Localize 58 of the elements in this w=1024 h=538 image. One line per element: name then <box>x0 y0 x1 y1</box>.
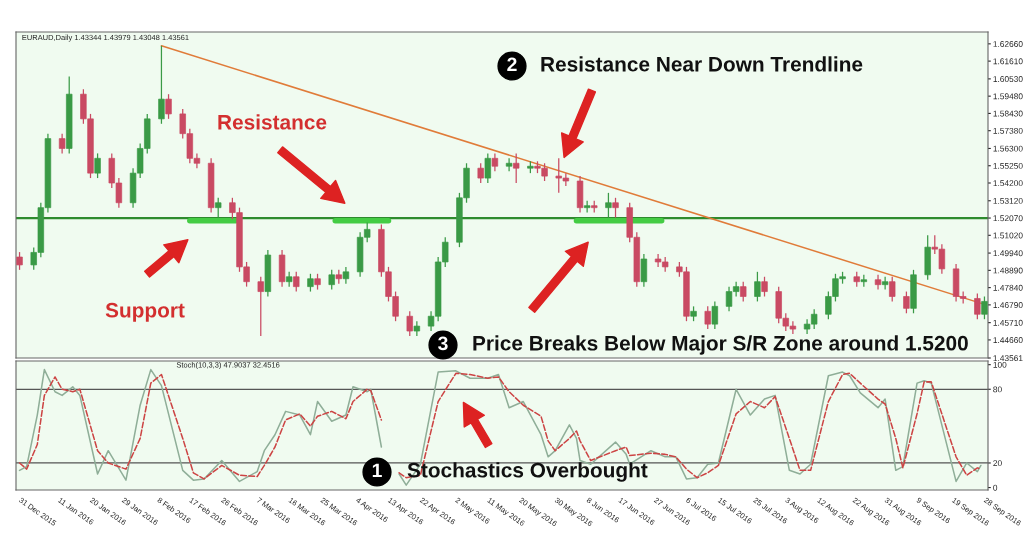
candlestick <box>761 276 768 298</box>
candlestick <box>505 157 513 172</box>
candlestick <box>583 200 591 214</box>
y-tick-label: 1.54200 <box>993 180 1023 187</box>
candlestick <box>974 292 981 320</box>
annotation: Stochastics Overbought <box>407 462 648 482</box>
candlestick <box>165 93 172 120</box>
candlestick <box>903 290 910 314</box>
y-tick-label: 1.48890 <box>993 267 1023 274</box>
y-tick-label: 1.45710 <box>993 319 1023 326</box>
candlestick <box>881 276 889 291</box>
y-tick-label: 1.51020 <box>993 232 1023 239</box>
annotation: Resistance Near Down Trendline <box>541 56 863 72</box>
candlestick <box>215 197 222 219</box>
y-tick-label: 1.46790 <box>993 302 1023 308</box>
candlestick <box>406 310 413 337</box>
y-tick-label: 1.49940 <box>993 250 1023 257</box>
candlestick <box>94 152 101 179</box>
y-tick-label: 1.59480 <box>993 93 1023 100</box>
annotation: 2 <box>507 57 517 72</box>
candlestick <box>293 271 300 293</box>
candlestick <box>158 45 165 125</box>
annotation: Price Breaks Below Major S/R Zone around 1.5200 <box>473 335 968 355</box>
annotation: 3 <box>438 336 448 351</box>
candlestick <box>740 281 747 303</box>
y-tick-label: 1.62660 <box>993 41 1023 47</box>
candlestick <box>612 197 619 219</box>
candlestick <box>889 276 896 303</box>
y-tick-label: 80 <box>993 386 1002 393</box>
y-tick-label: 1.60530 <box>993 76 1023 82</box>
annotation: Resistance <box>218 114 327 130</box>
y-tick-label: 1.55250 <box>993 162 1023 169</box>
candlestick <box>874 274 882 291</box>
candlestick <box>704 305 711 330</box>
y-tick-label: 1.43561 <box>993 355 1023 362</box>
candlestick <box>754 271 761 303</box>
y-tick-label: 1.58430 <box>993 110 1023 117</box>
y-tick-label: 1.61610 <box>993 58 1023 65</box>
candlestick <box>605 192 612 219</box>
annotation: 1 <box>372 463 382 478</box>
y-tick-label: 1.52070 <box>993 215 1023 222</box>
candlestick <box>58 133 66 155</box>
y-tick-label: 1.44660 <box>993 337 1023 344</box>
y-tick-label: 20 <box>993 460 1002 467</box>
candlestick <box>513 152 520 184</box>
y-tick-label: 1.56300 <box>993 145 1023 152</box>
y-tick-label: 1.53120 <box>993 197 1023 204</box>
y-tick-label: 100 <box>993 361 1007 368</box>
candlestick <box>257 276 264 337</box>
candlestick <box>477 162 484 184</box>
y-tick-label: 1.57380 <box>993 127 1023 134</box>
candlestick <box>640 253 648 288</box>
candlestick <box>328 269 335 291</box>
candlestick <box>484 152 491 184</box>
y-tick-label: 0 <box>993 484 998 491</box>
y-tick-label: 1.47840 <box>993 284 1023 291</box>
annotation: Support <box>105 302 185 322</box>
candlestick <box>711 300 719 330</box>
